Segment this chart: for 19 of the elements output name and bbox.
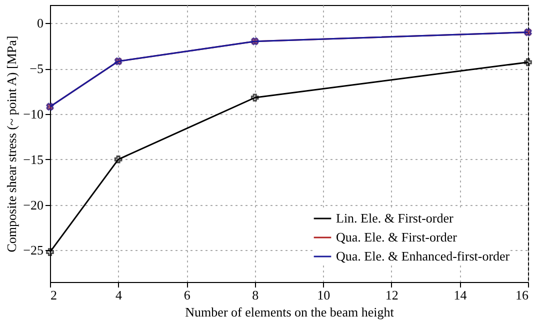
x-tick-label: 10 — [317, 288, 330, 302]
legend-label: Qua. Ele. & Enhanced-first-order — [336, 248, 510, 264]
x-tick-label: 16 — [516, 288, 529, 302]
x-axis-title: Number of elements on the beam height — [185, 304, 394, 320]
x-tick-label: 8 — [252, 288, 259, 302]
y-tick-label: −15 — [23, 152, 44, 167]
legend-label: Lin. Ele. & First-order — [336, 210, 454, 226]
y-tick-label: −10 — [23, 106, 44, 122]
x-tick-label: 6 — [184, 288, 191, 302]
y-tick-label: −25 — [23, 242, 44, 258]
y-axis-title: Composite shear stress (~ point A) [MPa] — [4, 36, 20, 252]
y-tick-label: 0 — [37, 16, 44, 31]
x-tick-label: 4 — [116, 288, 123, 302]
x-tick-label: 14 — [454, 288, 468, 302]
x-tick-label: 2 — [50, 288, 57, 302]
x-tick-label: 12 — [385, 288, 398, 302]
legend-label: Qua. Ele. & First-order — [336, 230, 458, 244]
y-tick-label: −5 — [30, 61, 44, 76]
y-tick-label: −20 — [23, 197, 44, 212]
